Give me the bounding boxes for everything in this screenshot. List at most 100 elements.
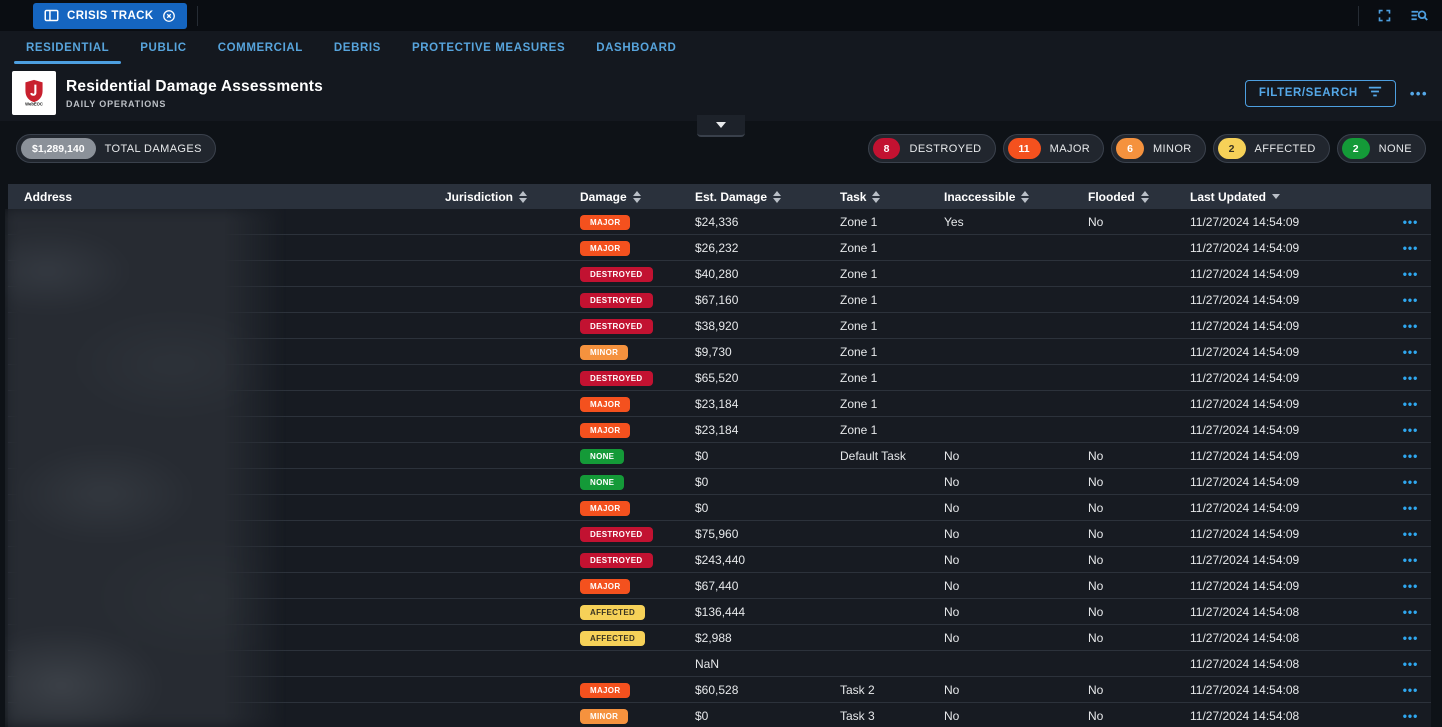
page-header: WebEOC Residential Damage Assessments DA… <box>0 65 1442 121</box>
table-row[interactable]: DESTROYED $67,160 Zone 1 11/27/2024 14:54:0… <box>8 287 1431 313</box>
row-actions-menu[interactable]: ••• <box>1402 422 1419 437</box>
row-actions-menu[interactable]: ••• <box>1402 266 1419 281</box>
status-chip-affected[interactable]: 2 AFFECTED <box>1212 134 1330 163</box>
tab-residential[interactable]: RESIDENTIAL <box>13 31 122 65</box>
close-icon[interactable] <box>162 9 176 23</box>
cell-inaccessible: No <box>944 500 960 515</box>
cell-inaccessible: No <box>944 682 960 697</box>
table-row[interactable]: DESTROYED $65,520 Zone 1 11/27/2024 14:54:0… <box>8 365 1431 391</box>
page-title: Residential Damage Assessments <box>66 77 323 95</box>
tab-debris[interactable]: DEBRIS <box>333 42 381 54</box>
status-chip-minor[interactable]: 6 MINOR <box>1111 134 1206 163</box>
table-row[interactable]: NONE $0 Default Task No No 11/27/2024 14:54:0… <box>8 443 1431 469</box>
row-actions-menu[interactable]: ••• <box>1402 214 1419 229</box>
table-row[interactable]: DESTROYED $38,920 Zone 1 11/27/2024 14:54:0… <box>8 313 1431 339</box>
row-actions-menu[interactable]: ••• <box>1402 682 1419 697</box>
row-actions-menu[interactable]: ••• <box>1402 396 1419 411</box>
table-row[interactable]: MINOR $9,730 Zone 1 11/27/2024 14:54:09 ••• <box>8 339 1431 365</box>
cell-damage: MAJOR <box>564 422 679 438</box>
status-label: NONE <box>1378 142 1412 155</box>
column-header-last-updated[interactable]: Last Updated <box>1174 190 1390 204</box>
table-row[interactable]: MAJOR $67,440 No No 11/27/2024 14:54:09 ••• <box>8 573 1431 599</box>
cell-task: Zone 1 <box>840 292 878 307</box>
column-header-flooded[interactable]: Flooded <box>1072 190 1174 204</box>
row-actions-menu[interactable]: ••• <box>1402 604 1419 619</box>
sort-icon <box>773 190 782 203</box>
cell-damage: DESTROYED <box>564 318 679 334</box>
column-header-damage[interactable]: Damage <box>564 190 679 204</box>
column-header-jurisdiction[interactable]: Jurisdiction <box>429 190 564 204</box>
row-actions-menu[interactable]: ••• <box>1402 318 1419 333</box>
column-label: Inaccessible <box>944 189 1016 204</box>
table-row[interactable]: NONE $0 No No 11/27/2024 14:54:09 ••• <box>8 469 1431 495</box>
table-row[interactable]: MAJOR $23,184 Zone 1 11/27/2024 14:54:09 ••• <box>8 391 1431 417</box>
row-actions-menu[interactable]: ••• <box>1402 526 1419 541</box>
table-row[interactable]: MAJOR $23,184 Zone 1 11/27/2024 14:54:09 ••• <box>8 417 1431 443</box>
list-search-icon[interactable] <box>1410 8 1428 23</box>
row-actions-menu[interactable]: ••• <box>1402 292 1419 307</box>
status-chip-none[interactable]: 2 NONE <box>1336 134 1426 163</box>
damage-badge-minor: MINOR <box>580 344 629 360</box>
cell-last-updated: 11/27/2024 14:54:09 <box>1190 240 1300 255</box>
topbar-right-divider <box>1358 5 1359 26</box>
column-header-est-damage[interactable]: Est. Damage <box>679 190 824 204</box>
collapse-panel-button[interactable] <box>697 115 745 137</box>
tab-public[interactable]: PUBLIC <box>140 42 187 54</box>
page-subtitle: DAILY OPERATIONS <box>66 98 167 109</box>
table-row[interactable]: MAJOR $26,232 Zone 1 11/27/2024 14:54:09 ••• <box>8 235 1431 261</box>
webeoc-logo-text: WebEOC <box>25 101 43 107</box>
table-row[interactable]: MAJOR $0 No No 11/27/2024 14:54:09 ••• <box>8 495 1431 521</box>
total-damages-chip[interactable]: $1,289,140 TOTAL DAMAGES <box>16 134 216 163</box>
cell-inaccessible: No <box>944 474 960 489</box>
table-row[interactable]: MAJOR $60,528 Task 2 No No 11/27/2024 14:54:0… <box>8 677 1431 703</box>
cell-task: Zone 1 <box>840 344 878 359</box>
crisis-track-app-tab[interactable]: CRISIS TRACK <box>33 2 187 29</box>
row-actions-menu[interactable]: ••• <box>1402 630 1419 645</box>
status-chip-major[interactable]: 11 MAJOR <box>1002 134 1105 163</box>
sort-desc-icon <box>1272 194 1281 199</box>
table-row[interactable]: MAJOR $24,336 Zone 1 Yes No 11/27/2024 14:54:… <box>8 209 1431 235</box>
status-label: MAJOR <box>1049 142 1091 155</box>
cell-est-damage: $38,920 <box>695 318 739 333</box>
table-row[interactable]: MINOR $0 Task 3 No No 11/27/2024 14:54:08 ••• <box>8 703 1431 727</box>
cell-damage: MAJOR <box>564 396 679 412</box>
column-header-inaccessible[interactable]: Inaccessible <box>928 190 1072 204</box>
tab-protective-measures[interactable]: PROTECTIVE MEASURES <box>411 42 566 54</box>
assessments-table: Address Jurisdiction Damage Est. Damage Task… <box>8 184 1431 727</box>
row-actions-menu[interactable]: ••• <box>1402 708 1419 723</box>
tab-commercial[interactable]: COMMERCIAL <box>217 42 303 54</box>
row-actions-menu[interactable]: ••• <box>1402 448 1419 463</box>
cell-damage: MAJOR <box>564 500 679 516</box>
damage-badge-major: MAJOR <box>580 578 631 594</box>
filter-search-button[interactable]: FILTER/SEARCH <box>1244 79 1396 107</box>
table-row[interactable]: DESTROYED $40,280 Zone 1 11/27/2024 14:54:0… <box>8 261 1431 287</box>
summary-bar: $1,289,140 TOTAL DAMAGES 8 DESTROYED 11 MAJ… <box>0 121 1442 176</box>
cell-damage: MAJOR <box>564 682 679 698</box>
row-actions-menu[interactable]: ••• <box>1402 500 1419 515</box>
column-label: Task <box>840 189 867 204</box>
header-overflow-menu[interactable]: ••• <box>1409 85 1428 101</box>
row-actions-menu[interactable]: ••• <box>1402 552 1419 567</box>
row-actions-menu[interactable]: ••• <box>1402 370 1419 385</box>
column-header-task[interactable]: Task <box>824 190 928 204</box>
column-label: Address <box>24 189 73 204</box>
status-chip-destroyed[interactable]: 8 DESTROYED <box>867 134 996 163</box>
cell-flooded: No <box>1088 682 1104 697</box>
column-header-address: Address <box>8 190 429 204</box>
table-row[interactable]: AFFECTED $2,988 No No 11/27/2024 14:54:08 ••• <box>8 625 1431 651</box>
row-actions-menu[interactable]: ••• <box>1402 474 1419 489</box>
row-actions-menu[interactable]: ••• <box>1402 578 1419 593</box>
fullscreen-icon[interactable] <box>1377 8 1392 23</box>
row-actions-menu[interactable]: ••• <box>1402 240 1419 255</box>
table-row[interactable]: AFFECTED $136,444 No No 11/27/2024 14:54:08 •… <box>8 599 1431 625</box>
status-count: 11 <box>1007 138 1041 159</box>
row-actions-menu[interactable]: ••• <box>1402 344 1419 359</box>
tab-dashboard[interactable]: DASHBOARD <box>596 42 677 54</box>
cell-est-damage: $0 <box>695 500 709 515</box>
row-actions-menu[interactable]: ••• <box>1402 656 1419 671</box>
table-row[interactable]: DESTROYED $243,440 No No 11/27/2024 14:54:09… <box>8 547 1431 573</box>
cell-flooded: No <box>1088 214 1104 229</box>
table-row[interactable]: DESTROYED $75,960 No No 11/27/2024 14:54:09 •… <box>8 521 1431 547</box>
table-row[interactable]: NaN 11/27/2024 14:54:08 ••• <box>8 651 1431 677</box>
cell-task: Default Task <box>840 448 906 463</box>
